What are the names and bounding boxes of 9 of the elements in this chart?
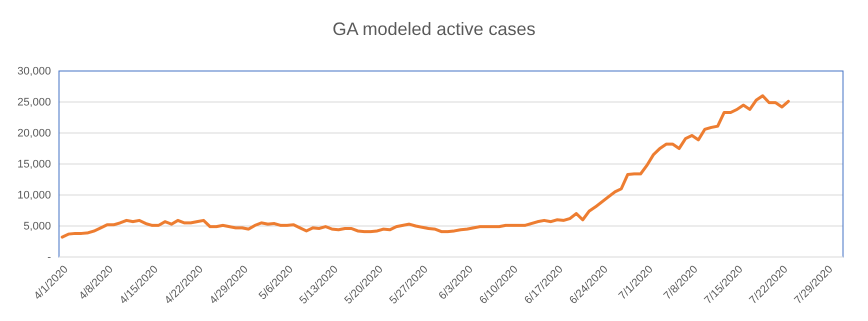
y-tick-label: 25,000 xyxy=(17,96,51,109)
y-tick-label: 30,000 xyxy=(17,66,51,78)
line-series xyxy=(60,94,790,239)
y-tick-label: 10,000 xyxy=(17,190,51,202)
y-tick-label: 5,000 xyxy=(23,220,51,233)
y-tick-label: 20,000 xyxy=(17,128,51,140)
chart-title: GA modeled active cases xyxy=(332,19,536,39)
y-tick-label: 15,000 xyxy=(17,158,51,171)
y-tick-label: - xyxy=(47,252,52,264)
